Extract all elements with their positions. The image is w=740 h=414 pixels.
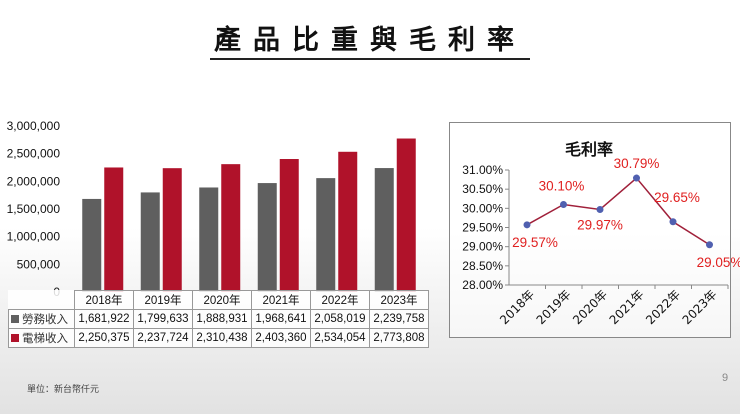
bar-elevator: [104, 167, 124, 292]
table-header: 2018年: [74, 290, 134, 310]
bar-service: [257, 183, 277, 292]
table-header-row: 2018年 2019年 2020年 2021年 2022年 2023年: [8, 290, 429, 310]
data-label: 30.79%: [614, 156, 660, 171]
unit-note: 單位：新台幣仟元: [27, 385, 100, 395]
y-tick-label: 29.00%: [462, 240, 503, 254]
table-cell: 2,773,808: [369, 328, 429, 348]
table-header: 2019年: [133, 290, 193, 310]
bar-elevator: [338, 151, 358, 292]
x-tick-label: 2018年: [497, 287, 537, 327]
y-tick-label: 2,500,000: [7, 147, 61, 161]
y-tick-label: 1,000,000: [7, 230, 61, 244]
chart-title: 毛利率: [565, 140, 613, 159]
bar-elevator: [396, 138, 416, 292]
bar-service: [374, 168, 394, 292]
bar-service: [316, 178, 336, 292]
bar-elevator: [162, 168, 182, 292]
table-row: 勞務收入 1,681,922 1,799,633 1,888,931 1,968…: [8, 309, 429, 329]
y-tick-label: 31.00%: [462, 163, 503, 177]
y-tick-label: 29.50%: [462, 221, 503, 235]
x-tick-label: 2019年: [534, 287, 574, 327]
data-label: 30.10%: [539, 179, 585, 194]
y-tick-label: 2,000,000: [7, 174, 61, 188]
table-cell: 2,310,438: [192, 328, 252, 348]
table-cell: 2,250,375: [74, 328, 134, 348]
bar-chart: 0500,0001,000,0001,500,0002,000,0002,500…: [7, 119, 416, 299]
table-cell: 2,237,724: [133, 328, 193, 348]
data-point: [669, 218, 677, 226]
page-number: 9: [722, 372, 729, 384]
series-name: 勞務收入: [22, 312, 68, 326]
bar-elevator: [279, 159, 299, 292]
data-label: 29.97%: [577, 217, 623, 232]
y-tick-label: 28.50%: [462, 259, 503, 273]
bar-service: [140, 192, 160, 292]
y-tick-label: 30.00%: [462, 201, 503, 215]
data-point: [596, 205, 604, 213]
bar-service: [199, 187, 219, 292]
x-tick-label: 2022年: [643, 287, 683, 327]
data-point: [560, 201, 567, 208]
table-cell: 2,058,019: [310, 309, 370, 329]
legend-swatch: [11, 334, 19, 342]
x-tick-label: 2021年: [607, 287, 647, 327]
data-label: 29.65%: [654, 190, 700, 205]
y-tick-label: 500,000: [17, 257, 61, 271]
bar-service: [82, 198, 102, 292]
table-row: 電梯收入 2,250,375 2,237,724 2,310,438 2,403…: [8, 328, 429, 348]
data-label: 29.05%: [697, 255, 740, 270]
y-tick-label: 1,500,000: [7, 202, 61, 216]
table-cell: 1,968,641: [251, 309, 311, 329]
series-name: 電梯收入: [22, 331, 68, 345]
x-tick-label: 2023年: [680, 287, 720, 327]
x-tick-label: 2020年: [570, 287, 610, 327]
y-tick-label: 3,000,000: [7, 119, 61, 133]
margin-chart-panel: [449, 122, 731, 338]
data-point: [706, 241, 713, 249]
data-point: [633, 174, 640, 182]
data-label: 29.57%: [512, 235, 558, 250]
title-underline: [210, 58, 530, 60]
data-point: [523, 221, 531, 229]
bar-elevator: [221, 164, 241, 292]
data-table: 2018年 2019年 2020年 2021年 2022年 2023年 勞務收入…: [8, 290, 429, 348]
margin-line: [526, 176, 710, 246]
table-cell: 1,799,633: [133, 309, 193, 329]
page-title: 產品比重與毛利率: [214, 25, 526, 56]
legend-swatch: [11, 315, 19, 323]
y-tick-label: 28.00%: [462, 278, 503, 292]
table-cell: 2,534,054: [310, 328, 370, 348]
y-tick-label: 30.50%: [462, 182, 503, 196]
